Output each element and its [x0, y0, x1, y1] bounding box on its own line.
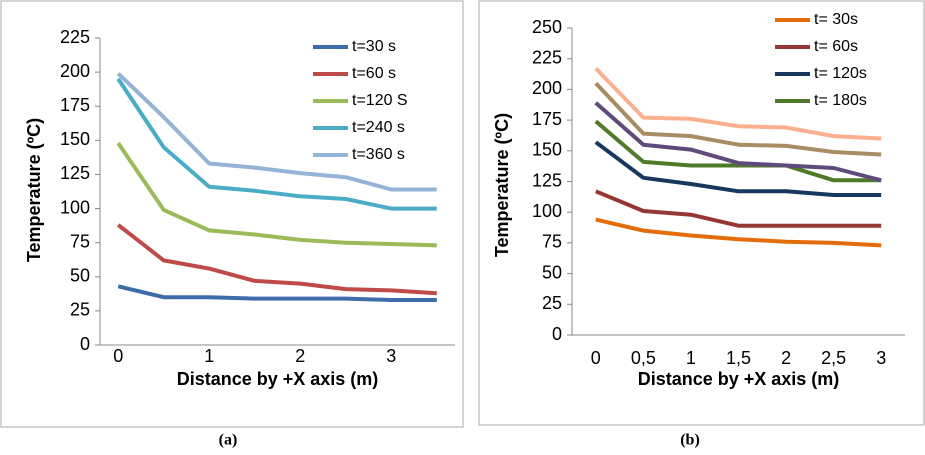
series-line [595, 189, 882, 228]
caption: (a) [219, 432, 238, 449]
series-line [594, 119, 882, 183]
x-tick-label: 0,5 [631, 348, 656, 368]
series-line [116, 72, 437, 192]
legend-label: t=360 s [352, 146, 405, 163]
x-tick-label: 1 [204, 346, 214, 366]
panel-border [478, 0, 925, 426]
panel-border [0, 0, 464, 428]
x-tick-label: 0 [113, 346, 123, 366]
y-tick-label: 125 [532, 170, 562, 190]
y-tick-label: 125 [60, 163, 90, 183]
series-line [595, 217, 882, 248]
x-tick-label: 2 [295, 346, 305, 366]
series-line [594, 101, 882, 183]
y-tick-label: 50 [542, 262, 562, 282]
y-tick-label: 25 [70, 300, 90, 320]
y-tick-label: 75 [70, 231, 90, 251]
y-tick-label: 100 [60, 197, 90, 217]
x-axis-title: Distance by +X axis (m) [638, 369, 840, 389]
y-tick-label: 175 [60, 95, 90, 115]
y-tick-label: 200 [60, 61, 90, 81]
y-tick-label: 175 [532, 109, 562, 129]
y-axis-title: Temperature (ºC) [492, 113, 512, 257]
x-tick-label: 3 [876, 348, 886, 368]
y-tick-label: 0 [80, 334, 90, 354]
legend-label: t=240 s [352, 119, 405, 136]
y-tick-label: 225 [532, 47, 562, 67]
legend-label: t= 180s [814, 92, 867, 109]
y-tick-label: 25 [542, 293, 562, 313]
series-line [116, 77, 437, 211]
series-line [594, 67, 882, 141]
y-tick-label: 150 [532, 140, 562, 160]
y-tick-label: 200 [532, 78, 562, 98]
series-line [594, 81, 882, 157]
legend-label: t=30 s [352, 38, 396, 55]
y-tick-label: 150 [60, 129, 90, 149]
x-tick-label: 0 [591, 348, 601, 368]
y-tick-label: 50 [70, 266, 90, 286]
series-line [116, 223, 437, 296]
y-tick-label: 75 [542, 232, 562, 252]
x-tick-label: 3 [386, 346, 396, 366]
y-tick-label: 0 [552, 324, 562, 344]
x-tick-label: 1,5 [726, 348, 751, 368]
y-axis-title: Temperature (ºC) [24, 118, 44, 262]
legend-label: t=60 s [352, 65, 396, 82]
y-tick-label: 100 [532, 201, 562, 221]
legend-label: t= 60s [814, 38, 858, 55]
series-line [116, 141, 437, 248]
y-tick-label: 250 [532, 17, 562, 37]
caption: (b) [680, 432, 700, 449]
legend-label: t= 120s [814, 65, 867, 82]
series-line [117, 284, 437, 302]
x-tick-label: 1 [686, 348, 696, 368]
x-tick-label: 2,5 [821, 348, 846, 368]
legend-label: t= 30s [814, 11, 858, 28]
x-axis-title: Distance by +X axis (m) [177, 369, 379, 389]
x-tick-label: 2 [781, 348, 791, 368]
y-tick-label: 225 [60, 27, 90, 47]
series-line [594, 140, 882, 197]
legend-label: t=120 S [352, 92, 408, 109]
